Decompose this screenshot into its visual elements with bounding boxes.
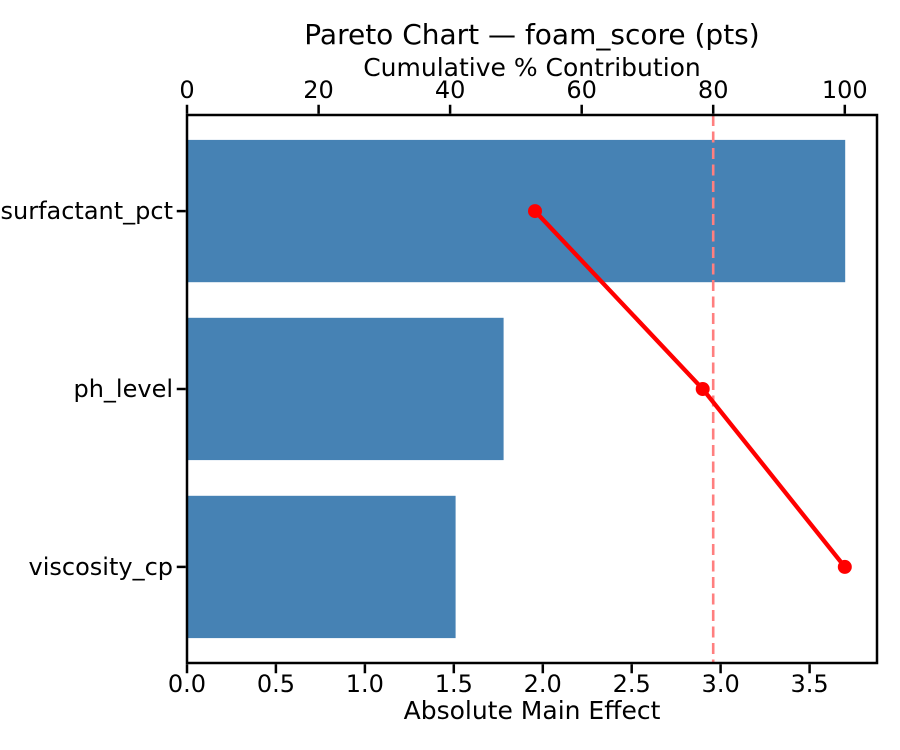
- bottom-x-tick-label: 0.5: [256, 670, 296, 698]
- top-x-tick-label: 40: [434, 76, 466, 104]
- bottom-x-tick-label: 2.0: [523, 670, 562, 698]
- plot-frame: [185, 113, 879, 665]
- bottom-x-tick-label: 3.5: [790, 670, 829, 698]
- top-axis-label: Cumulative % Contribution: [363, 53, 701, 82]
- bottom-x-tick-label: 2.5: [612, 670, 651, 698]
- bottom-x-tick-label: 3.0: [701, 670, 740, 698]
- top-x-tick-label: 80: [697, 76, 729, 104]
- bottom-axis-label: Absolute Main Effect: [403, 696, 661, 725]
- cumulative-marker-ph_level: [695, 382, 710, 396]
- y-tick-label-viscosity_cp: viscosity_cp: [28, 553, 173, 581]
- bar-surfactant_pct: [187, 139, 846, 283]
- bottom-x-tick-label: 1.0: [345, 670, 384, 698]
- bottom-x-tick-label: 1.5: [434, 670, 473, 698]
- bar-viscosity_cp: [187, 495, 456, 639]
- chart-title: Pareto Chart — foam_score (pts): [304, 18, 760, 51]
- cumulative-marker-surfactant_pct: [528, 204, 542, 219]
- y-tick-label-ph_level: ph_level: [73, 375, 173, 403]
- top-x-tick-label: 20: [303, 76, 334, 104]
- cumulative-marker-viscosity_cp: [837, 559, 852, 574]
- top-x-tick-label: 100: [821, 76, 868, 104]
- top-x-tick-label: 0: [179, 76, 195, 104]
- y-tick-label-surfactant_pct: surfactant_pct: [0, 197, 173, 225]
- bar-ph_level: [187, 317, 504, 461]
- top-x-tick-label: 60: [566, 76, 597, 104]
- bottom-x-tick-label: 0.0: [167, 670, 207, 698]
